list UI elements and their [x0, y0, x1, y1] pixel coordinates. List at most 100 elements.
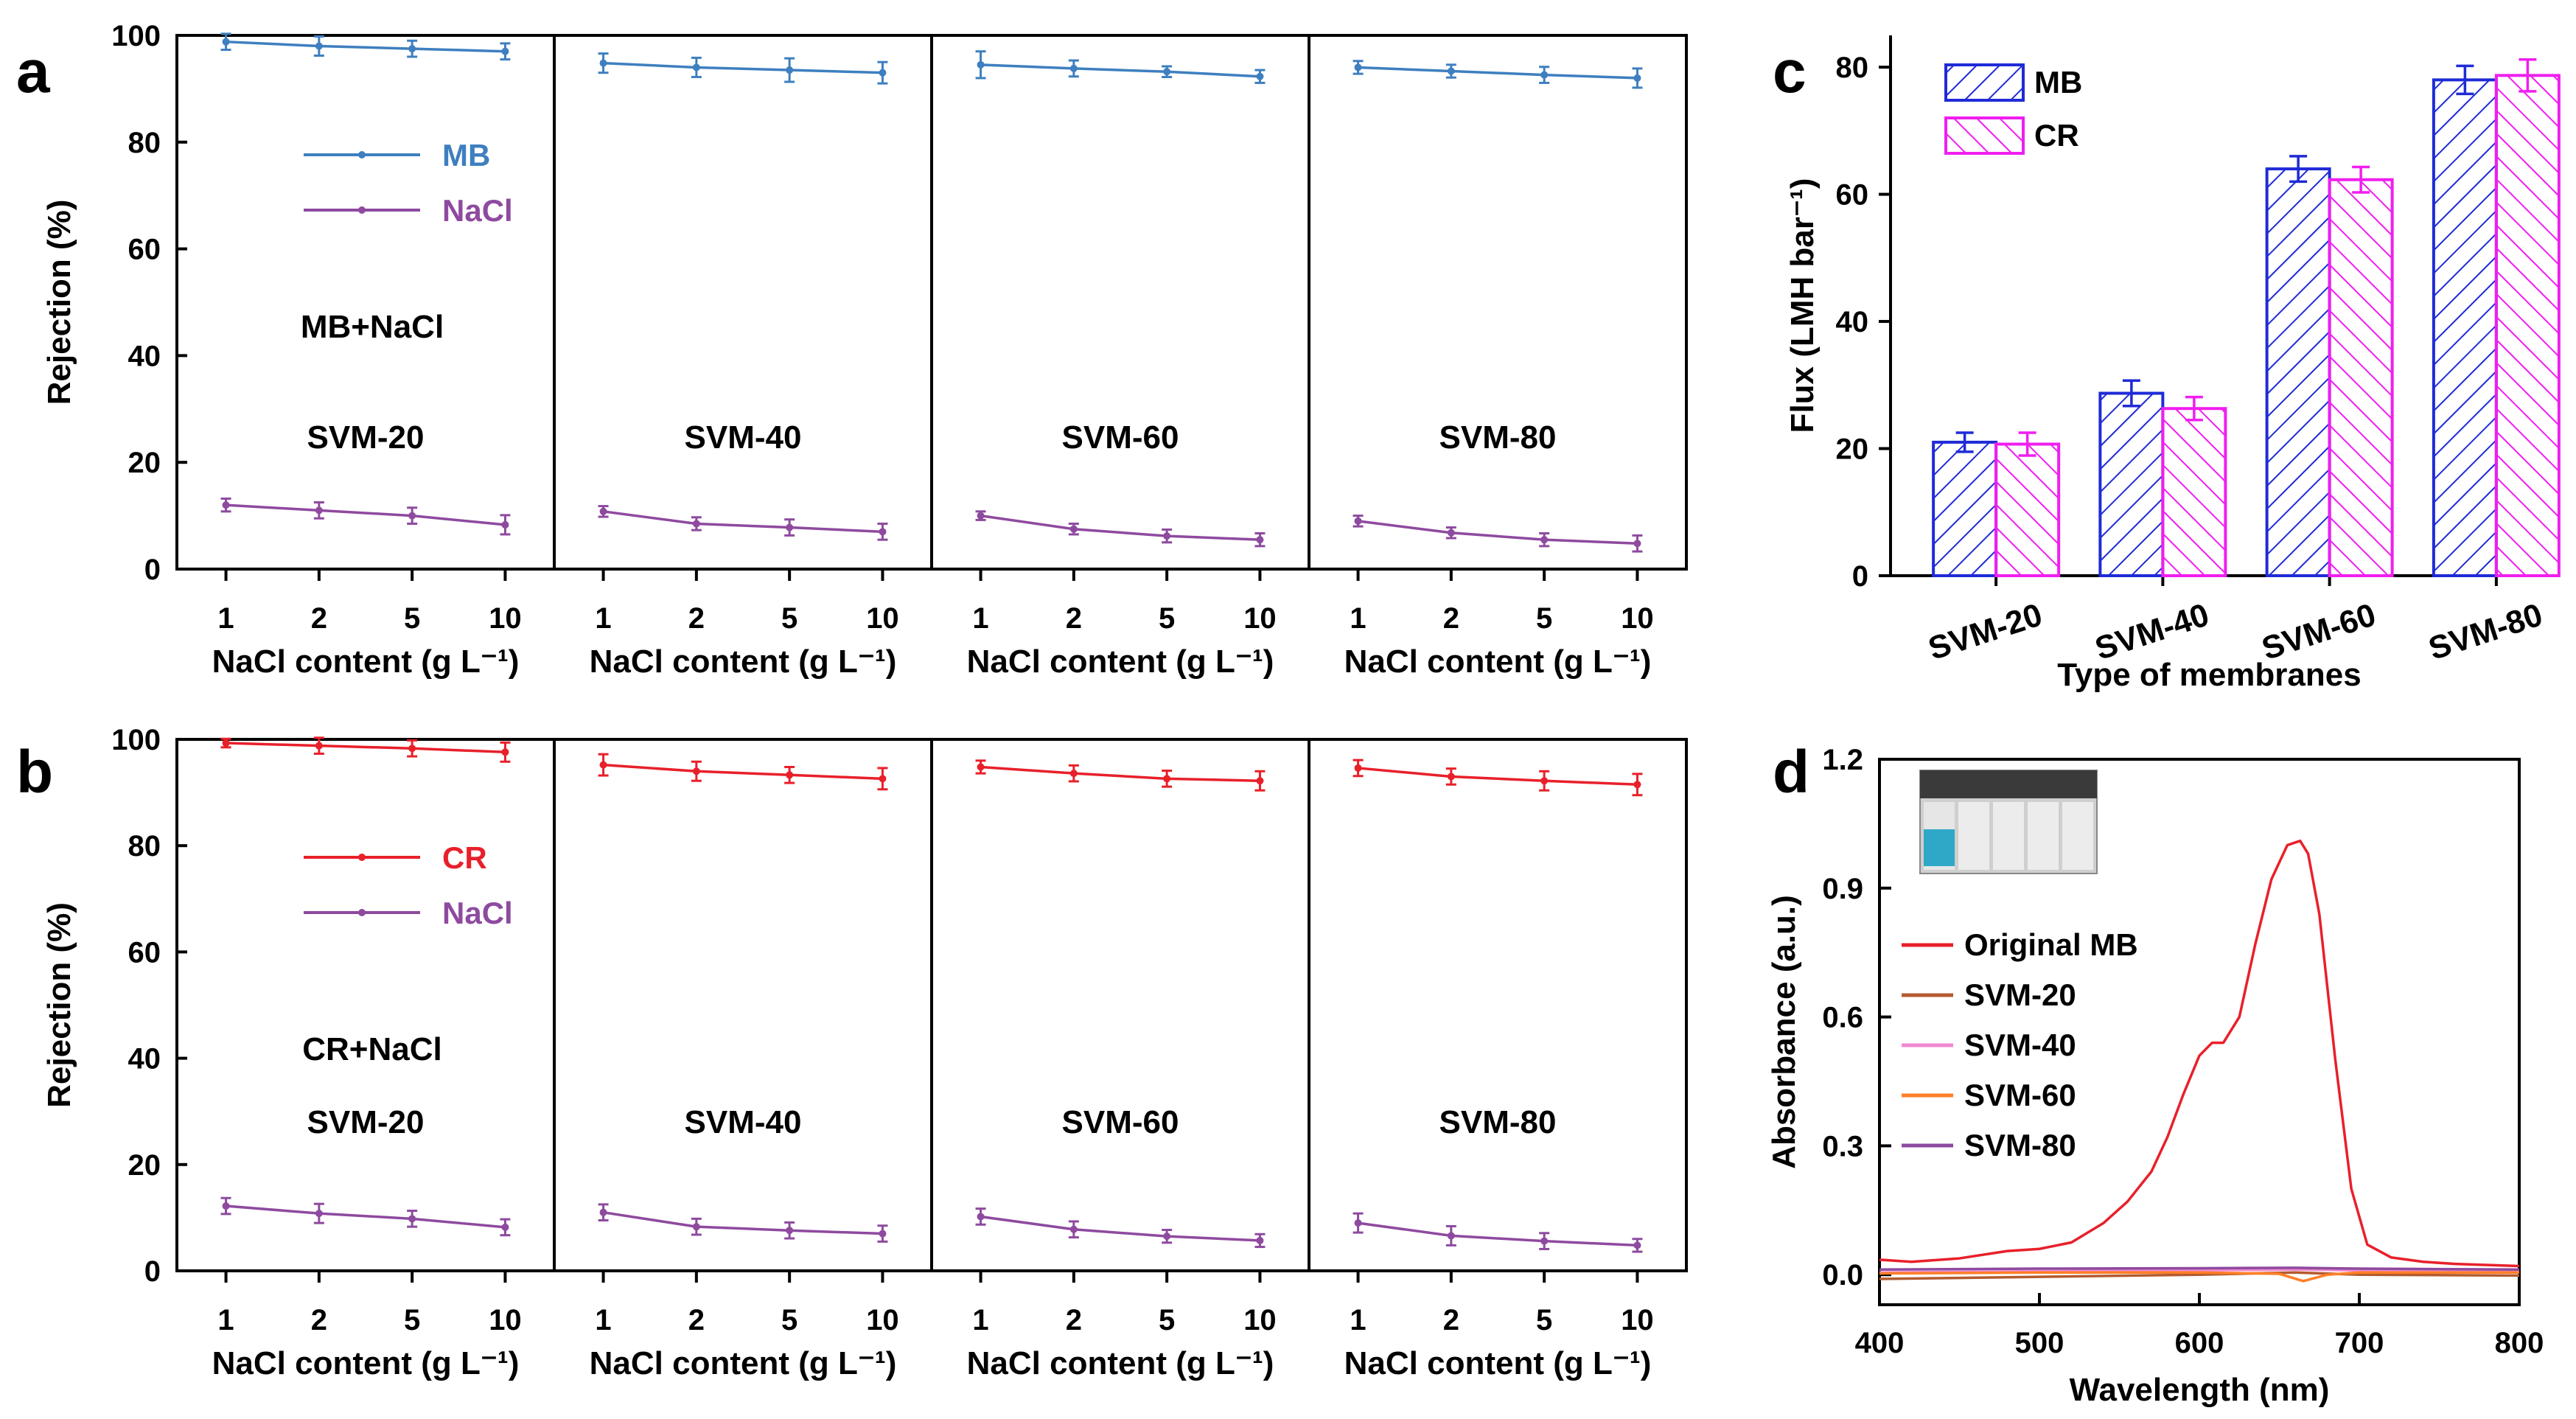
data-point-nacl	[222, 501, 230, 509]
series-line-nacl	[1358, 520, 1638, 545]
data-point-nacl	[222, 1202, 230, 1210]
subplot-svm-80: 1 2 5 10 NaCl content (g L⁻¹) SVM-80	[1308, 738, 1688, 1381]
y-tick-label: 80	[128, 127, 161, 159]
y-tick-label: 20	[128, 1149, 161, 1182]
data-point-nacl	[879, 528, 887, 536]
series-line-nacl	[226, 503, 506, 526]
x-tick-label: 1	[595, 1304, 611, 1336]
series-line-cr	[603, 763, 883, 781]
y-tick-label: 20	[128, 447, 161, 479]
vial-photo-inset	[1919, 770, 2098, 874]
y-axis-label: Rejection (%)	[41, 200, 77, 405]
subplot-svm-60: 1 2 5 10 NaCl content (g L⁻¹) SVM-60	[930, 738, 1310, 1381]
data-point-nacl	[599, 507, 607, 515]
data-point-mb	[1163, 68, 1171, 76]
data-point-nacl	[1354, 517, 1362, 525]
data-point-nacl	[408, 1215, 416, 1223]
data-point-nacl	[315, 1210, 323, 1218]
spectrum-line-original-mb	[1879, 839, 2520, 1268]
x-tick-label: 2	[1443, 1304, 1459, 1336]
x-tick-label: 10	[1243, 1304, 1277, 1336]
legend-swatch-cr	[1944, 116, 2025, 155]
series-line-cr	[980, 765, 1260, 782]
subplot-svm-20: 1 2 5 10 NaCl content (g L⁻¹) SVM-20	[175, 32, 556, 680]
data-point-mb	[786, 66, 794, 74]
data-point-cr	[1447, 773, 1455, 781]
series-line-nacl	[603, 510, 883, 534]
subplot-frame	[553, 738, 933, 1272]
panel-a-rejection-mb-nacl: 0 20 40 60 80 100 Rejection (%) 1 2 5 10 NaCl conte…	[41, 20, 1688, 680]
data-point-mb	[1354, 63, 1362, 72]
panel-d-absorbance-spectra: 0.0 0.3 0.6 0.9 1.2 400 500 600 700 800 Wavelength…	[1766, 744, 2544, 1408]
spectrum-line-svm-60	[1879, 1271, 2519, 1283]
x-tick-label: 2	[1066, 1304, 1082, 1336]
y-tick-label: 40	[128, 1043, 161, 1075]
data-point-mb	[408, 45, 416, 53]
y-tick-label: 20	[1836, 433, 1869, 466]
bar-cr-svm-20	[1994, 442, 2061, 577]
data-point-mb	[501, 47, 509, 55]
y-tick-label: 0.9	[1822, 873, 1863, 905]
subplot-label: SVM-20	[307, 419, 425, 456]
y-axis-label: Rejection (%)	[41, 902, 77, 1108]
panel-b-rejection-cr-nacl: 0 20 40 60 80 100 Rejection (%) 1 2 5 10 NaCl conte…	[41, 724, 1688, 1381]
x-tick-label: 2	[688, 602, 705, 635]
data-point-nacl	[501, 1223, 509, 1231]
x-tick-label: 5	[1159, 602, 1175, 635]
data-point-cr	[977, 763, 985, 771]
y-tick-label: 100	[111, 724, 161, 756]
y-tick-label: 80	[1836, 52, 1869, 84]
legend-label-svm-40: SVM-40	[1964, 1028, 2076, 1062]
y-tick-label: 0	[144, 554, 161, 586]
data-point-mb	[977, 60, 985, 69]
data-point-nacl	[1163, 532, 1171, 540]
data-point-nacl	[1354, 1219, 1362, 1227]
subplot-frame	[1308, 738, 1688, 1272]
subplot-frame	[930, 34, 1310, 571]
x-axis-label: NaCl content (g L⁻¹)	[967, 1345, 1274, 1381]
x-tick-label: 700	[2335, 1327, 2384, 1359]
data-point-nacl	[1447, 1232, 1455, 1240]
x-tick-label: 2	[1066, 602, 1082, 635]
bar-cr-svm-80	[2494, 74, 2561, 577]
x-tick-label: 2	[311, 602, 327, 635]
subplot-svm-20: 1 2 5 10 NaCl content (g L⁻¹) SVM-20	[175, 736, 556, 1381]
x-axis-label: NaCl content (g L⁻¹)	[212, 644, 520, 680]
x-tick-label: 5	[1536, 602, 1552, 635]
series-line-mb	[980, 63, 1260, 78]
x-axis-label: Wavelength (nm)	[2070, 1372, 2330, 1408]
subplot-svm-40: 1 2 5 10 NaCl content (g L⁻¹) SVM-40	[553, 34, 933, 680]
x-axis-label: NaCl content (g L⁻¹)	[212, 1345, 520, 1381]
x-tick-label: 1	[595, 602, 611, 635]
legend-label-cr: CR	[2034, 118, 2079, 153]
legend-label-svm-60: SVM-60	[1964, 1078, 2076, 1112]
data-point-mb	[1069, 64, 1078, 72]
x-tick-label: 10	[1621, 602, 1654, 635]
panel-letter-c: c	[1773, 38, 1807, 105]
series-line-nacl	[603, 1210, 883, 1235]
bar-cr-svm-40	[2161, 407, 2227, 577]
data-point-cr	[1256, 777, 1264, 785]
data-point-mb	[1447, 67, 1455, 75]
x-axis-label: Type of membranes	[2057, 657, 2361, 693]
x-tick-label: 5	[781, 602, 797, 635]
x-tick-label: 5	[404, 1304, 420, 1336]
data-point-nacl	[1256, 536, 1264, 544]
data-point-nacl	[1540, 536, 1549, 544]
bar-mb-svm-20	[1932, 440, 1998, 577]
data-point-nacl	[977, 1213, 985, 1221]
legend-marker-cr	[358, 854, 366, 861]
series-line-nacl	[980, 1215, 1260, 1242]
data-point-cr	[599, 761, 607, 769]
series-line-nacl	[980, 514, 1260, 541]
data-point-cr	[1633, 781, 1641, 789]
data-point-nacl	[1069, 1225, 1078, 1233]
x-tick-label: 400	[1855, 1327, 1905, 1359]
subplot-label: SVM-40	[685, 419, 802, 456]
data-point-nacl	[692, 1223, 700, 1231]
subplot-svm-60: 1 2 5 10 NaCl content (g L⁻¹) SVM-60	[930, 34, 1310, 680]
data-point-nacl	[501, 520, 509, 529]
bar-mb-svm-60	[2265, 167, 2331, 577]
series-line-mb	[603, 61, 883, 74]
